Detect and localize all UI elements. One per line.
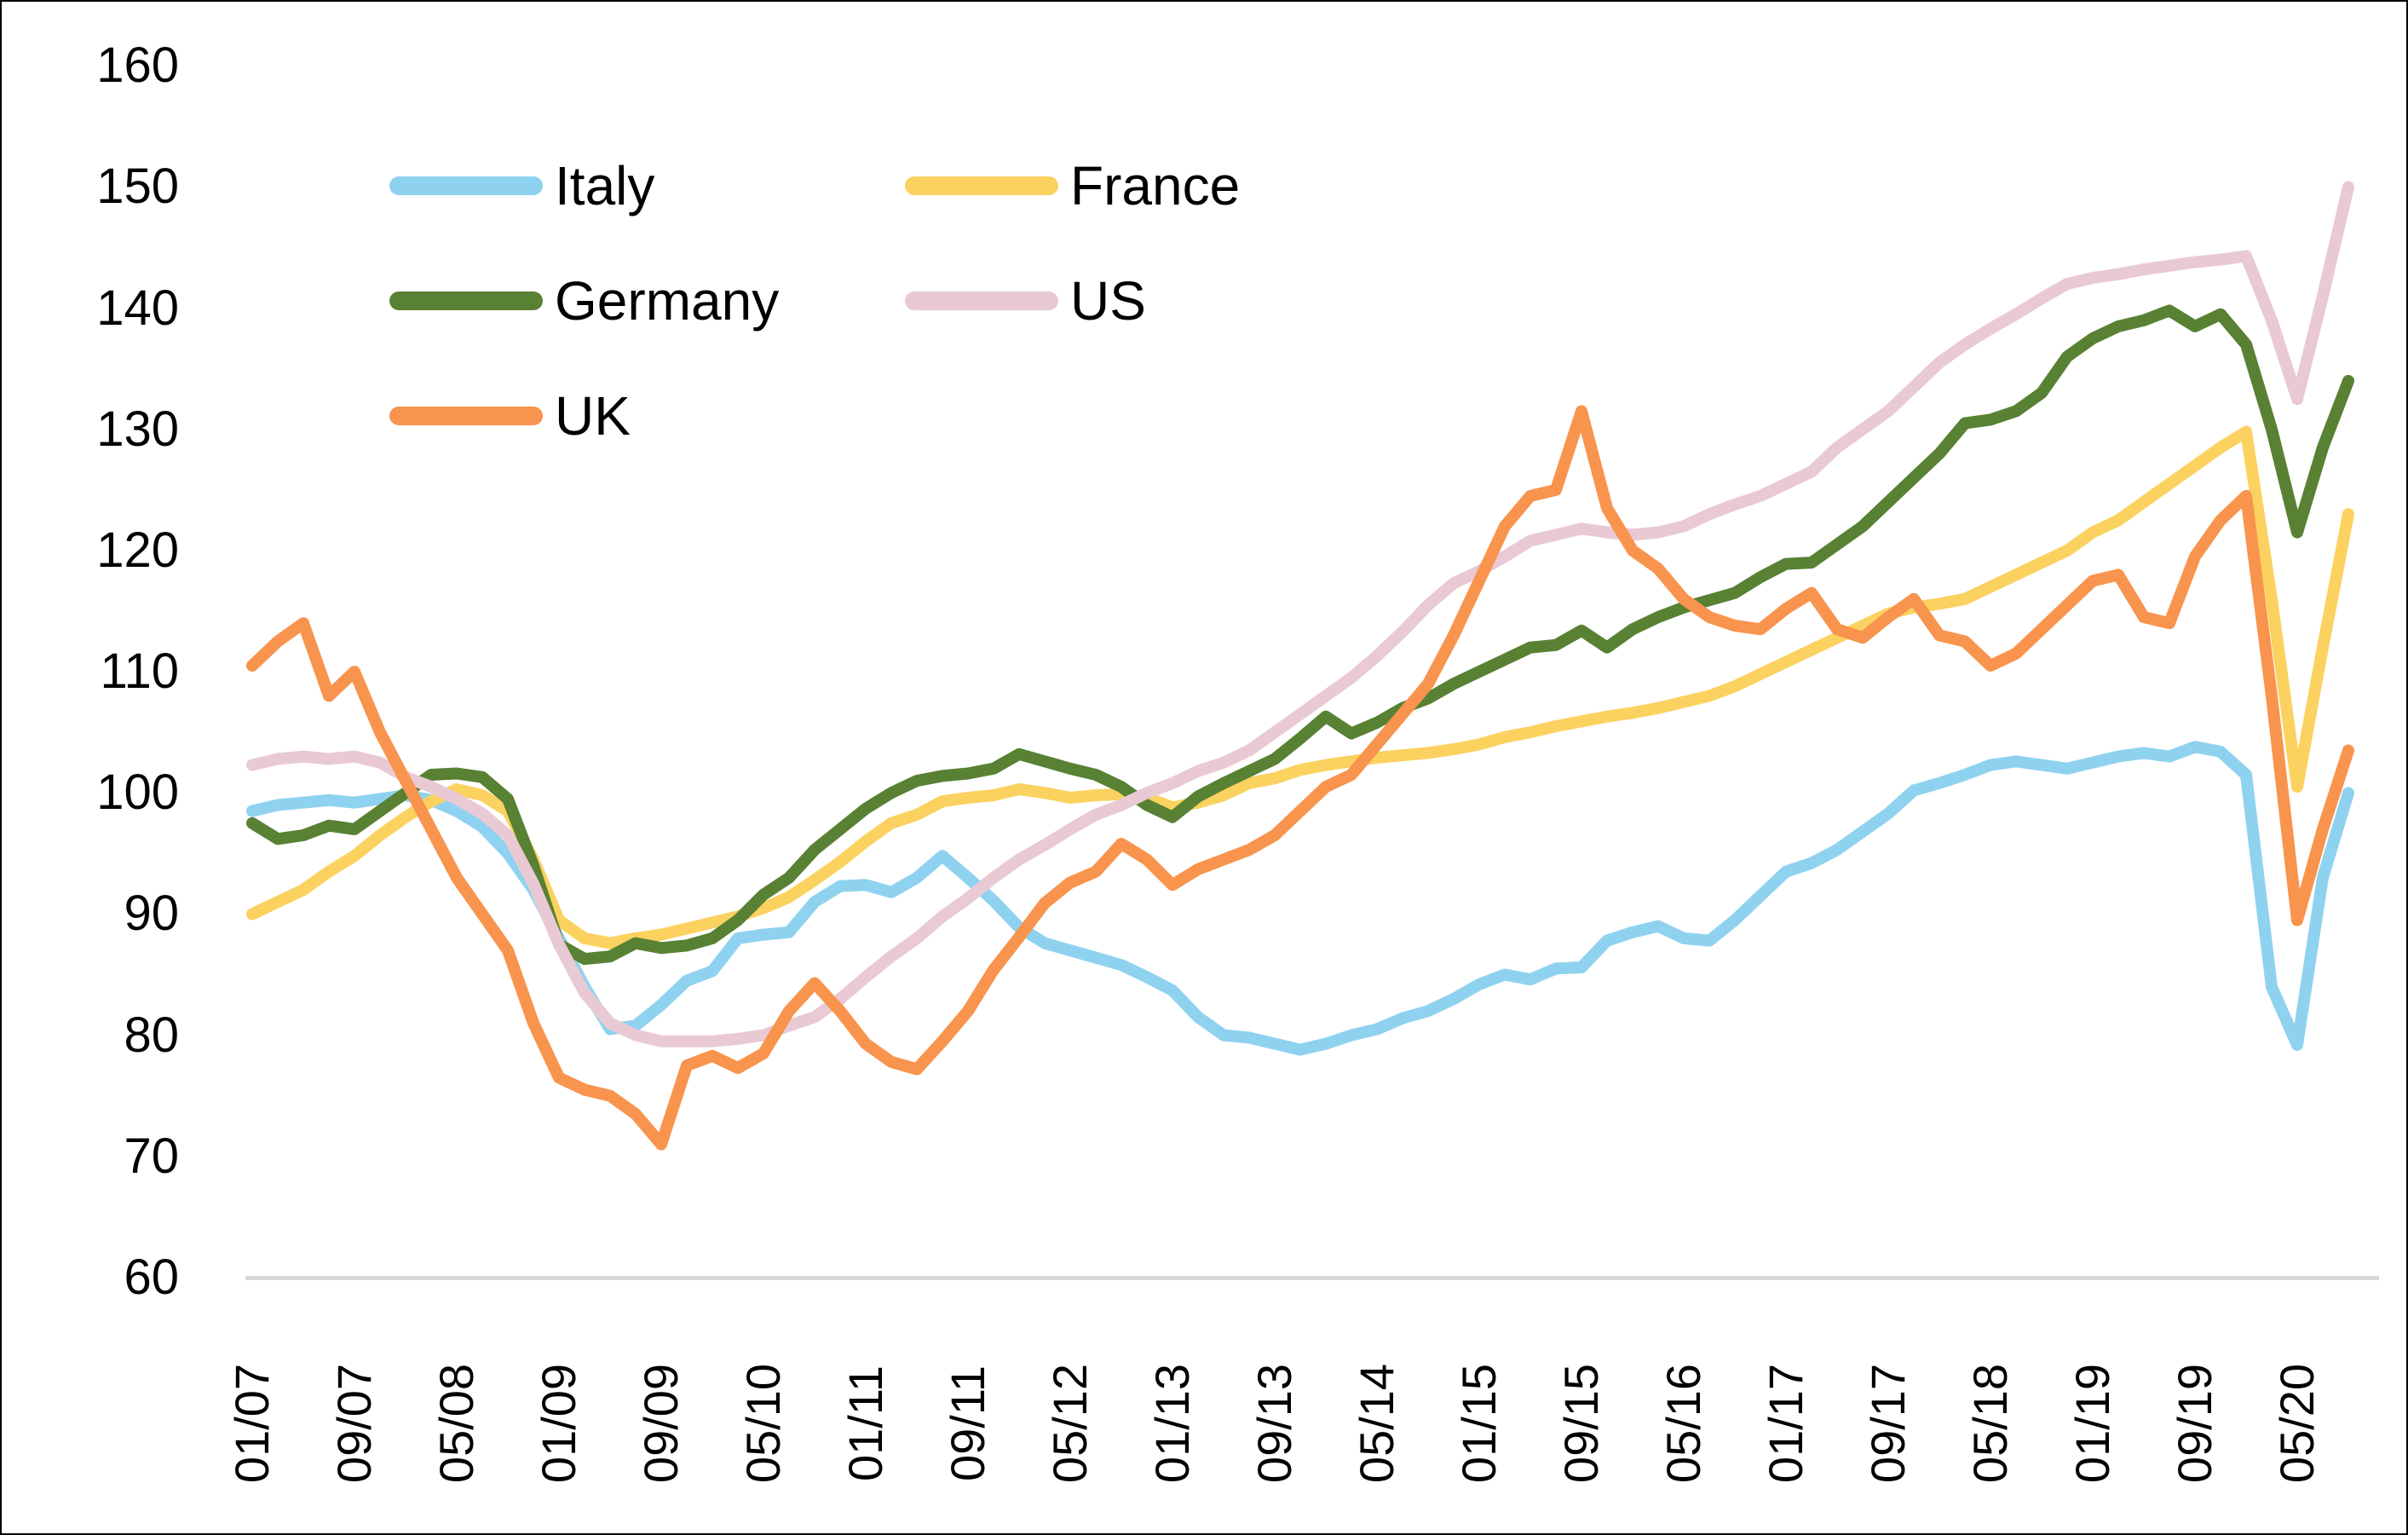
x-axis-label: 01/11 bbox=[838, 1365, 892, 1481]
y-axis-label: 80 bbox=[124, 1007, 179, 1063]
x-axis-label: 05/08 bbox=[429, 1363, 483, 1484]
x-axis-label: 01/19 bbox=[2065, 1363, 2119, 1484]
series-line-germany bbox=[246, 304, 2354, 966]
y-axis-label: 130 bbox=[96, 401, 179, 457]
y-axis-label: 150 bbox=[96, 159, 179, 215]
x-axis-label: 05/18 bbox=[1963, 1363, 2017, 1484]
legend-item-us: US bbox=[905, 274, 1420, 328]
y-axis-label: 140 bbox=[96, 280, 179, 336]
series-line-uk bbox=[246, 405, 2354, 1151]
x-axis-label: 09/19 bbox=[2168, 1363, 2221, 1484]
legend: Italy France Germany US UK bbox=[389, 128, 1420, 473]
legend-swatch-icon bbox=[389, 176, 543, 195]
legend-item-germany: Germany bbox=[389, 274, 905, 328]
legend-label: US bbox=[1070, 269, 1146, 332]
legend-label: UK bbox=[555, 384, 631, 447]
y-axis-label: 120 bbox=[96, 522, 179, 578]
y-axis-label: 90 bbox=[124, 886, 179, 942]
legend-item-uk: UK bbox=[389, 389, 905, 443]
x-axis-label: 01/15 bbox=[1452, 1363, 1506, 1484]
y-axis-label: 160 bbox=[96, 38, 179, 94]
x-axis-label: 05/20 bbox=[2270, 1363, 2324, 1484]
y-axis-label: 100 bbox=[96, 765, 179, 821]
x-axis-label: 05/16 bbox=[1656, 1363, 1710, 1484]
series-line-italy bbox=[246, 741, 2354, 1056]
legend-swatch-icon bbox=[389, 291, 543, 310]
y-axis-label: 70 bbox=[124, 1128, 179, 1184]
legend-swatch-icon bbox=[389, 406, 543, 425]
x-axis-label: 01/07 bbox=[225, 1363, 279, 1484]
x-axis-label: 01/09 bbox=[532, 1363, 585, 1484]
x-axis-label: 01/17 bbox=[1759, 1363, 1812, 1484]
x-axis-label: 05/14 bbox=[1350, 1363, 1403, 1484]
y-axis-label: 60 bbox=[124, 1249, 179, 1305]
y-axis-label: 110 bbox=[100, 643, 179, 700]
series-line-france bbox=[246, 425, 2354, 949]
x-axis-label: 09/11 bbox=[941, 1365, 994, 1481]
series-line-us bbox=[246, 181, 2354, 1047]
x-axis-label: 05/10 bbox=[736, 1363, 790, 1484]
legend-label: Germany bbox=[555, 269, 780, 332]
legend-label: Italy bbox=[555, 154, 655, 216]
legend-item-italy: Italy bbox=[389, 159, 905, 213]
legend-swatch-icon bbox=[905, 176, 1058, 195]
x-axis-label: 09/13 bbox=[1247, 1363, 1301, 1484]
x-axis-line bbox=[245, 1276, 2379, 1280]
x-axis-label: 09/17 bbox=[1861, 1363, 1915, 1484]
legend-swatch-icon bbox=[905, 291, 1058, 310]
x-axis-label: 05/12 bbox=[1043, 1363, 1097, 1484]
legend-label: France bbox=[1070, 154, 1241, 216]
x-axis-label: 01/13 bbox=[1145, 1363, 1199, 1484]
legend-item-france: France bbox=[905, 159, 1420, 213]
x-axis-label: 09/15 bbox=[1554, 1363, 1608, 1484]
x-axis-label: 09/09 bbox=[634, 1363, 688, 1484]
x-axis-label: 09/07 bbox=[327, 1363, 381, 1484]
